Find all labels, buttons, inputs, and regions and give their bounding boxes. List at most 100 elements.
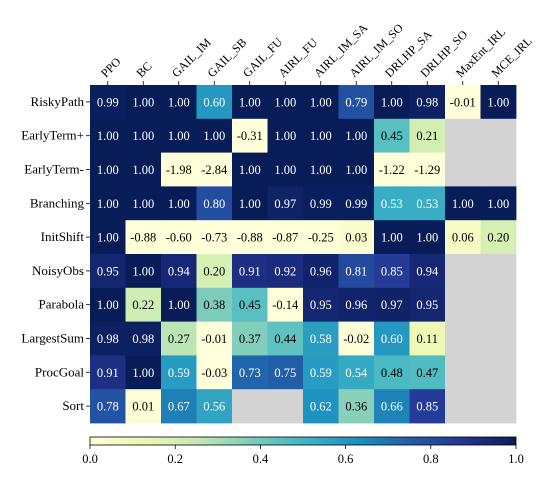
heatmap-cell <box>196 254 233 289</box>
cell-value-label: 1.00 <box>168 197 190 211</box>
heatmap-cell <box>409 321 446 356</box>
heatmap-cell <box>409 186 446 221</box>
colorbar-tick-label: 0.8 <box>423 452 439 466</box>
cell-value-label: 1.00 <box>487 197 509 211</box>
heatmap-cell <box>374 321 410 356</box>
heatmap-cell <box>196 287 233 322</box>
cell-value-label: 1.00 <box>168 95 190 109</box>
heatmap-cell <box>267 118 304 153</box>
row-label-largestsum: LargestSum <box>21 331 84 346</box>
colorbar-gradient <box>89 436 517 446</box>
cell-value-label: 0.66 <box>381 400 403 414</box>
cell-value-label: 0.20 <box>487 231 509 245</box>
heatmap-cell <box>161 118 197 153</box>
heatmap-cell <box>374 389 410 424</box>
heatmap-cell <box>161 287 197 322</box>
cell-value-label: 0.80 <box>203 197 225 211</box>
cell-value-label: 0.79 <box>345 95 367 109</box>
heatmap-cell <box>374 287 410 322</box>
cell-value-label: 0.91 <box>97 366 119 380</box>
cell-value-label: -0.25 <box>308 231 334 245</box>
cell-value-label: 1.00 <box>487 95 509 109</box>
heatmap-cell <box>445 254 481 289</box>
heatmap-cell <box>267 321 304 356</box>
cell-value-label: 0.99 <box>345 197 367 211</box>
heatmap-cell <box>232 118 268 153</box>
heatmap-cell <box>374 355 410 390</box>
heatmap-cell <box>480 287 517 322</box>
colorbar-tick-label: 0.6 <box>338 452 354 466</box>
heatmap-cell <box>445 118 481 153</box>
cell-value-label: 0.38 <box>203 298 225 312</box>
cell-value-label: 0.01 <box>132 400 154 414</box>
row-label-earlyterm: EarlyTerm+ <box>21 128 84 143</box>
heatmap-cell <box>480 389 517 424</box>
cell-value-label: 1.00 <box>132 163 154 177</box>
row-label-noisyobs: NoisyObs <box>32 263 84 278</box>
heatmap-cell <box>409 118 446 153</box>
heatmap-cell <box>232 321 268 356</box>
heatmap-cell <box>338 254 375 289</box>
cell-value-label: 0.53 <box>416 197 438 211</box>
row-label-branching: Branching <box>30 195 85 210</box>
heatmap-cell <box>338 152 375 187</box>
cell-value-label: 0.99 <box>310 197 332 211</box>
heatmap-cell <box>338 186 375 221</box>
heatmap-cell <box>303 118 339 153</box>
cell-value-label: -0.01 <box>201 332 227 346</box>
cell-value-label: 1.00 <box>274 95 296 109</box>
cell-value-label: 1.00 <box>97 197 119 211</box>
heatmap-cell <box>303 254 339 289</box>
heatmap-cell <box>125 118 162 153</box>
column-label-ppo: PPO <box>98 54 124 80</box>
cell-value-label: 1.00 <box>203 129 225 143</box>
cell-value-label: 0.27 <box>168 332 190 346</box>
heatmap-cell <box>267 220 304 255</box>
heatmap-cell <box>232 186 268 221</box>
heatmap-cell <box>445 355 481 390</box>
cell-value-label: 1.00 <box>310 95 332 109</box>
cell-value-label: 1.00 <box>97 298 119 312</box>
heatmap-cell <box>303 220 339 255</box>
heatmap-cell <box>232 389 268 424</box>
column-label-bc: BC <box>133 59 154 80</box>
heatmap-cell <box>409 152 446 187</box>
cell-value-label: 0.95 <box>310 298 332 312</box>
heatmap-cell <box>90 321 126 356</box>
cell-value-label: 0.97 <box>274 197 296 211</box>
cell-value-label: 0.62 <box>310 400 332 414</box>
heatmap-cell <box>125 85 162 120</box>
heatmap-cell <box>90 355 126 390</box>
cell-value-label: 0.03 <box>345 231 367 245</box>
heatmap-cell <box>232 85 268 120</box>
heatmap-cell <box>338 355 375 390</box>
heatmap-cell <box>196 118 233 153</box>
cell-value-label: 0.60 <box>381 332 403 346</box>
heatmap-cell <box>480 118 517 153</box>
cell-value-label: 1.00 <box>452 197 474 211</box>
heatmap-cell <box>303 186 339 221</box>
cell-value-label: 0.94 <box>416 264 439 278</box>
cell-value-label: 0.95 <box>97 264 119 278</box>
heatmap-cell <box>338 321 375 356</box>
colorbar-tick-label: 0.2 <box>167 452 183 466</box>
heatmap-cell <box>125 152 162 187</box>
heatmap-cell <box>90 220 126 255</box>
cell-value-label: 0.59 <box>168 366 190 380</box>
cell-value-label: 1.00 <box>97 231 119 245</box>
row-labels: RiskyPath EarlyTerm+ EarlyTerm- Branching In… <box>21 94 90 413</box>
heatmap-cell <box>196 186 233 221</box>
heatmap-cell <box>338 287 375 322</box>
heatmap-cell <box>445 152 481 187</box>
row-label-riskypath: RiskyPath <box>31 94 85 109</box>
cell-value-label: 1.00 <box>345 163 367 177</box>
cell-value-label: -2.84 <box>201 163 228 177</box>
cell-value-label: 0.47 <box>416 366 438 380</box>
cell-value-label: 0.56 <box>203 400 225 414</box>
cell-value-label: 1.00 <box>416 231 438 245</box>
cell-value-label: 1.00 <box>97 129 119 143</box>
cell-value-label: 0.98 <box>97 332 119 346</box>
heatmap-cell <box>374 220 410 255</box>
cell-value-label: 0.95 <box>416 298 438 312</box>
heatmap-cell <box>161 152 197 187</box>
